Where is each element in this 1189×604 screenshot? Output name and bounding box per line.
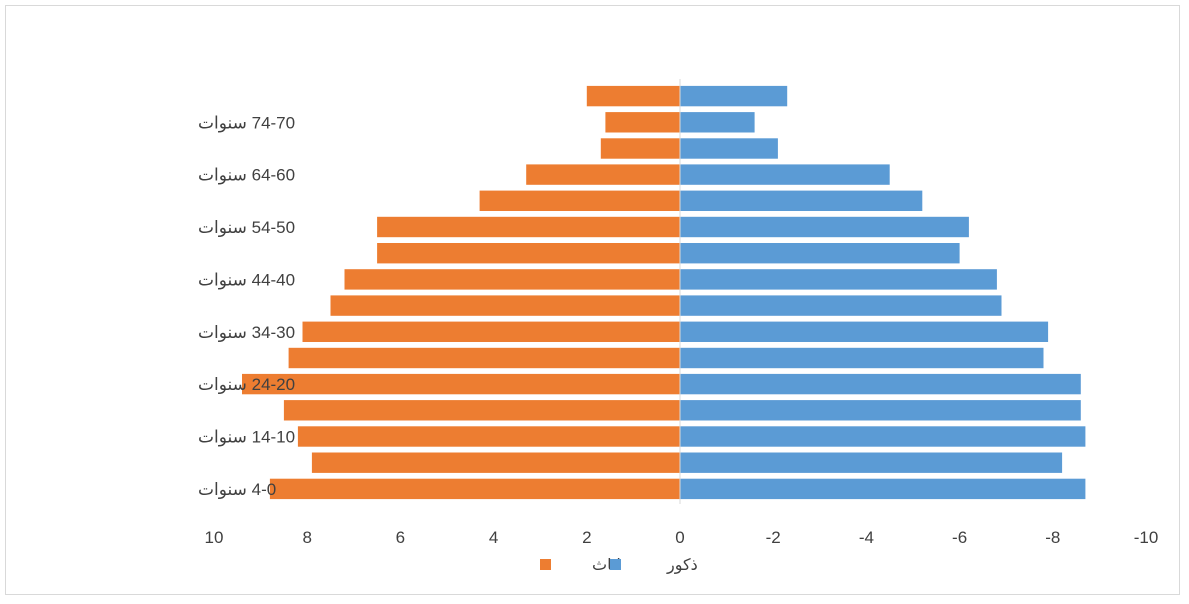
male-bar-1: [680, 453, 1062, 473]
male-bar-15: [680, 86, 787, 106]
x-tick-label-2: 6: [396, 528, 405, 547]
female-bar-9: [377, 243, 680, 263]
x-tick-label-0: 10: [205, 528, 224, 547]
category-label-6: 34-30 سنوات: [198, 323, 295, 342]
category-label-12: 64-60 سنوات: [198, 166, 295, 185]
chart-legend: اناث ذكور: [540, 557, 698, 575]
female-bar-15: [587, 86, 680, 106]
female-bar-13: [601, 138, 680, 158]
female-bar-8: [345, 269, 681, 289]
x-tick-label-6: -2: [766, 528, 781, 547]
x-tick-label-10: -10: [1134, 528, 1159, 547]
category-label-14: 74-70 سنوات: [198, 113, 295, 132]
female-bar-0: [270, 479, 680, 499]
male-bar-14: [680, 112, 755, 132]
male-bar-8: [680, 269, 997, 289]
male-bar-13: [680, 138, 778, 158]
category-label-8: 44-40 سنوات: [198, 270, 295, 289]
category-label-4: 24-20 سنوات: [198, 375, 295, 394]
x-tick-label-7: -4: [859, 528, 874, 547]
female-bar-14: [605, 112, 680, 132]
female-bar-12: [526, 164, 680, 184]
female-bar-5: [289, 348, 680, 368]
female-bar-11: [480, 191, 680, 211]
male-bar-12: [680, 164, 890, 184]
female-bar-10: [377, 217, 680, 237]
male-bar-0: [680, 479, 1085, 499]
x-tick-label-8: -6: [952, 528, 967, 547]
x-tick-label-9: -8: [1045, 528, 1060, 547]
male-bar-10: [680, 217, 969, 237]
x-tick-label-3: 4: [489, 528, 498, 547]
female-bar-3: [284, 400, 680, 420]
female-bar-6: [303, 322, 681, 342]
male-bar-5: [680, 348, 1044, 368]
legend-swatch-female: [540, 559, 551, 570]
male-bar-6: [680, 322, 1048, 342]
category-label-10: 54-50 سنوات: [198, 218, 295, 237]
category-label-0: 4-0 سنوات: [198, 480, 276, 499]
female-bar-1: [312, 453, 680, 473]
x-tick-label-5: 0: [675, 528, 684, 547]
x-tick-label-4: 2: [582, 528, 591, 547]
legend-swatch-male: [610, 559, 621, 570]
female-bar-4: [242, 374, 680, 394]
male-bar-9: [680, 243, 960, 263]
male-bar-4: [680, 374, 1081, 394]
x-tick-label-1: 8: [302, 528, 311, 547]
male-bar-11: [680, 191, 922, 211]
category-label-2: 14-10 سنوات: [198, 428, 295, 447]
female-bar-2: [298, 426, 680, 446]
male-bar-2: [680, 426, 1085, 446]
male-bar-3: [680, 400, 1081, 420]
female-bar-7: [331, 295, 681, 315]
legend-label-male: ذكور: [666, 557, 698, 575]
male-bar-7: [680, 295, 1002, 315]
